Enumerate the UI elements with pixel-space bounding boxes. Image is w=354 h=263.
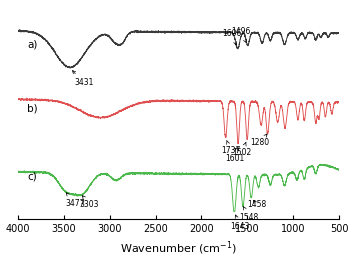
Text: 3303: 3303 — [80, 196, 99, 209]
X-axis label: Wavenumber (cm$^{-1}$): Wavenumber (cm$^{-1}$) — [120, 240, 237, 257]
Text: 1458: 1458 — [247, 200, 266, 209]
Text: 1643: 1643 — [230, 215, 250, 231]
Text: 3431: 3431 — [73, 70, 93, 88]
Text: c): c) — [27, 172, 37, 182]
Text: 1548: 1548 — [240, 207, 259, 221]
Text: 1606: 1606 — [222, 29, 241, 45]
Text: 1737: 1737 — [221, 141, 240, 155]
Text: 1496: 1496 — [231, 27, 251, 43]
Text: a): a) — [27, 39, 38, 49]
Text: 3477: 3477 — [65, 193, 85, 208]
Text: 1502: 1502 — [232, 142, 251, 157]
Text: 1280: 1280 — [251, 134, 270, 147]
Text: 1601: 1601 — [225, 147, 244, 163]
Text: b): b) — [27, 104, 38, 114]
